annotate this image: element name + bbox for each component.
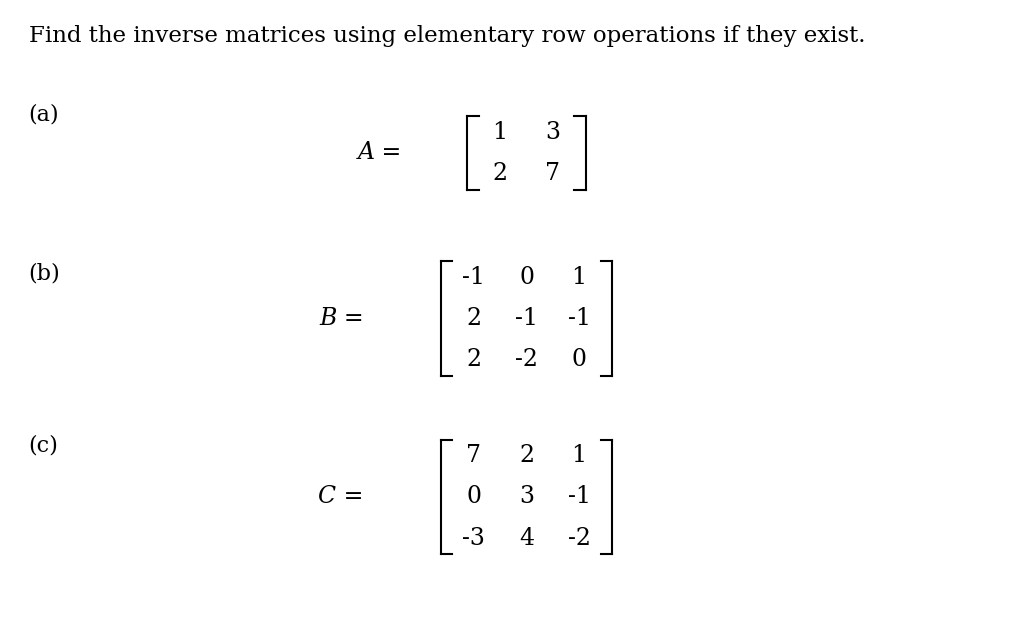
Text: A =: A = [357, 141, 402, 164]
Text: 7: 7 [546, 162, 560, 185]
Text: 3: 3 [519, 485, 534, 508]
Text: -1: -1 [515, 307, 538, 330]
Text: -2: -2 [515, 348, 538, 371]
Text: 2: 2 [466, 307, 481, 330]
Text: 7: 7 [466, 444, 481, 467]
Text: 0: 0 [466, 485, 481, 508]
Text: (a): (a) [29, 104, 59, 125]
Text: 2: 2 [493, 162, 508, 185]
Text: 4: 4 [519, 527, 535, 550]
Text: 2: 2 [519, 444, 535, 467]
Text: 2: 2 [466, 348, 481, 371]
Text: -1: -1 [567, 307, 591, 330]
Text: -1: -1 [463, 266, 485, 289]
Text: 3: 3 [546, 120, 560, 144]
Text: (b): (b) [29, 263, 60, 285]
Text: -3: -3 [463, 527, 485, 550]
Text: 1: 1 [571, 444, 587, 467]
Text: 1: 1 [571, 266, 587, 289]
Text: -2: -2 [567, 527, 591, 550]
Text: (c): (c) [29, 435, 58, 457]
Text: Find the inverse matrices using elementary row operations if they exist.: Find the inverse matrices using elementa… [29, 25, 865, 48]
Text: 0: 0 [519, 266, 534, 289]
Text: C =: C = [318, 485, 364, 508]
Text: 1: 1 [493, 120, 508, 144]
Text: -1: -1 [567, 485, 591, 508]
Text: 0: 0 [571, 348, 587, 371]
Text: B =: B = [319, 307, 364, 330]
